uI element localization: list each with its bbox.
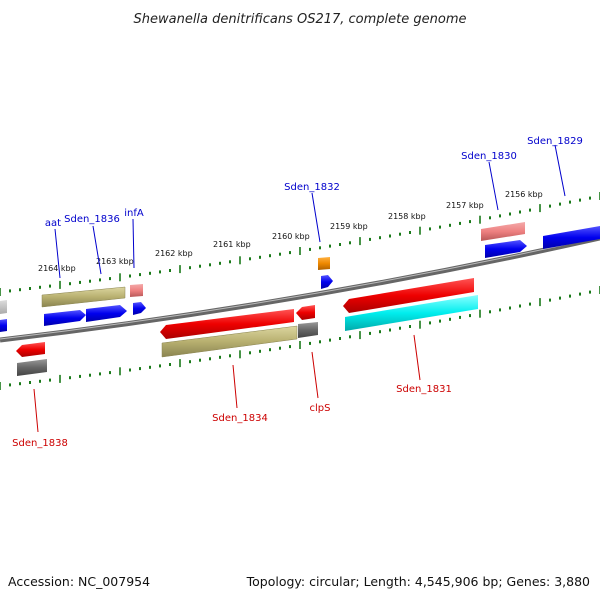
leader-line <box>54 228 61 279</box>
gene-leader-lines <box>33 144 566 433</box>
kbp-scale-labels: 2164 kbp 2163 kbp 2162 kbp 2161 kbp 2160… <box>38 190 543 273</box>
leader-line <box>554 144 566 197</box>
leader-line <box>132 218 135 269</box>
genome-backbone-highlight <box>0 236 600 340</box>
kbp-label: 2158 kbp <box>388 212 426 221</box>
gene-label-aat[interactable]: aat <box>45 218 61 229</box>
gene-label-infa[interactable]: infA <box>124 208 144 219</box>
gene-arrow-pink-2[interactable] <box>481 222 525 241</box>
gene-arrow-blue[interactable] <box>133 302 146 315</box>
gene-arrow-orange[interactable] <box>318 257 330 270</box>
gene-label-sden-1834[interactable]: Sden_1834 <box>212 413 268 424</box>
kbp-label: 2161 kbp <box>213 240 251 249</box>
kbp-label: 2162 kbp <box>155 249 193 258</box>
genome-summary-text: Topology: circular; Length: 4,545,906 bp… <box>246 574 590 589</box>
gene-arrow-pink[interactable] <box>130 284 143 297</box>
kbp-label: 2159 kbp <box>330 222 368 231</box>
gene-arrow-blue[interactable] <box>44 310 86 326</box>
kbp-label: 2160 kbp <box>272 232 310 241</box>
gene-arrow-left-edge[interactable] <box>0 300 7 314</box>
gene-arrow-blue[interactable] <box>543 226 600 249</box>
leader-line <box>33 388 39 433</box>
minus-strand-gene-labels: Sden_1838 Sden_1834 clpS Sden_1831 <box>12 384 452 449</box>
plus-strand-gene-labels: aat Sden_1836 infA Sden_1832 Sden_1830 S… <box>45 136 583 229</box>
gene-arrow-gray[interactable] <box>17 359 47 376</box>
leader-line <box>232 364 238 409</box>
gene-arrow-olive[interactable] <box>161 325 298 358</box>
minus-strand-genes <box>16 278 478 376</box>
gene-arrow-red[interactable] <box>160 309 294 339</box>
kbp-label: 2164 kbp <box>38 264 76 273</box>
gene-label-sden-1838[interactable]: Sden_1838 <box>12 438 68 449</box>
genome-backbone <box>0 235 600 343</box>
gene-arrow-red[interactable] <box>296 305 315 320</box>
plus-strand-genes <box>0 222 600 332</box>
leader-line <box>488 161 499 211</box>
kbp-label: 2156 kbp <box>505 190 543 199</box>
gene-arrow-red[interactable] <box>16 342 45 357</box>
gene-arrow-blue[interactable] <box>485 240 527 258</box>
gene-label-sden-1831[interactable]: Sden_1831 <box>396 384 452 395</box>
gene-label-sden-1830[interactable]: Sden_1830 <box>461 151 517 162</box>
map-title: Shewanella denitrificans OS217, complete… <box>134 12 467 27</box>
gene-arrow-gray[interactable] <box>298 322 318 338</box>
leader-line <box>311 351 319 399</box>
kbp-label: 2157 kbp <box>446 201 484 210</box>
gene-label-sden-1829[interactable]: Sden_1829 <box>527 136 583 147</box>
gene-arrow-olive[interactable] <box>41 286 126 308</box>
gene-arrow-cyan[interactable] <box>345 295 478 331</box>
accession-text: Accession: NC_007954 <box>8 574 150 589</box>
leader-line <box>413 334 421 381</box>
plus-strand-tick-track <box>0 192 600 296</box>
minus-strand-tick-track <box>0 286 600 390</box>
gene-label-sden-1836[interactable]: Sden_1836 <box>64 214 120 225</box>
leader-line <box>92 225 102 275</box>
gene-arrow-blue[interactable] <box>86 305 127 322</box>
leader-line <box>311 192 321 243</box>
kbp-label: 2163 kbp <box>96 257 134 266</box>
gene-arrow-blue[interactable] <box>0 319 7 332</box>
gene-label-sden-1832[interactable]: Sden_1832 <box>284 182 340 193</box>
gene-arrow-red[interactable] <box>343 278 474 313</box>
gene-label-clps[interactable]: clpS <box>310 403 331 414</box>
gene-arrow-blue[interactable] <box>321 275 333 289</box>
